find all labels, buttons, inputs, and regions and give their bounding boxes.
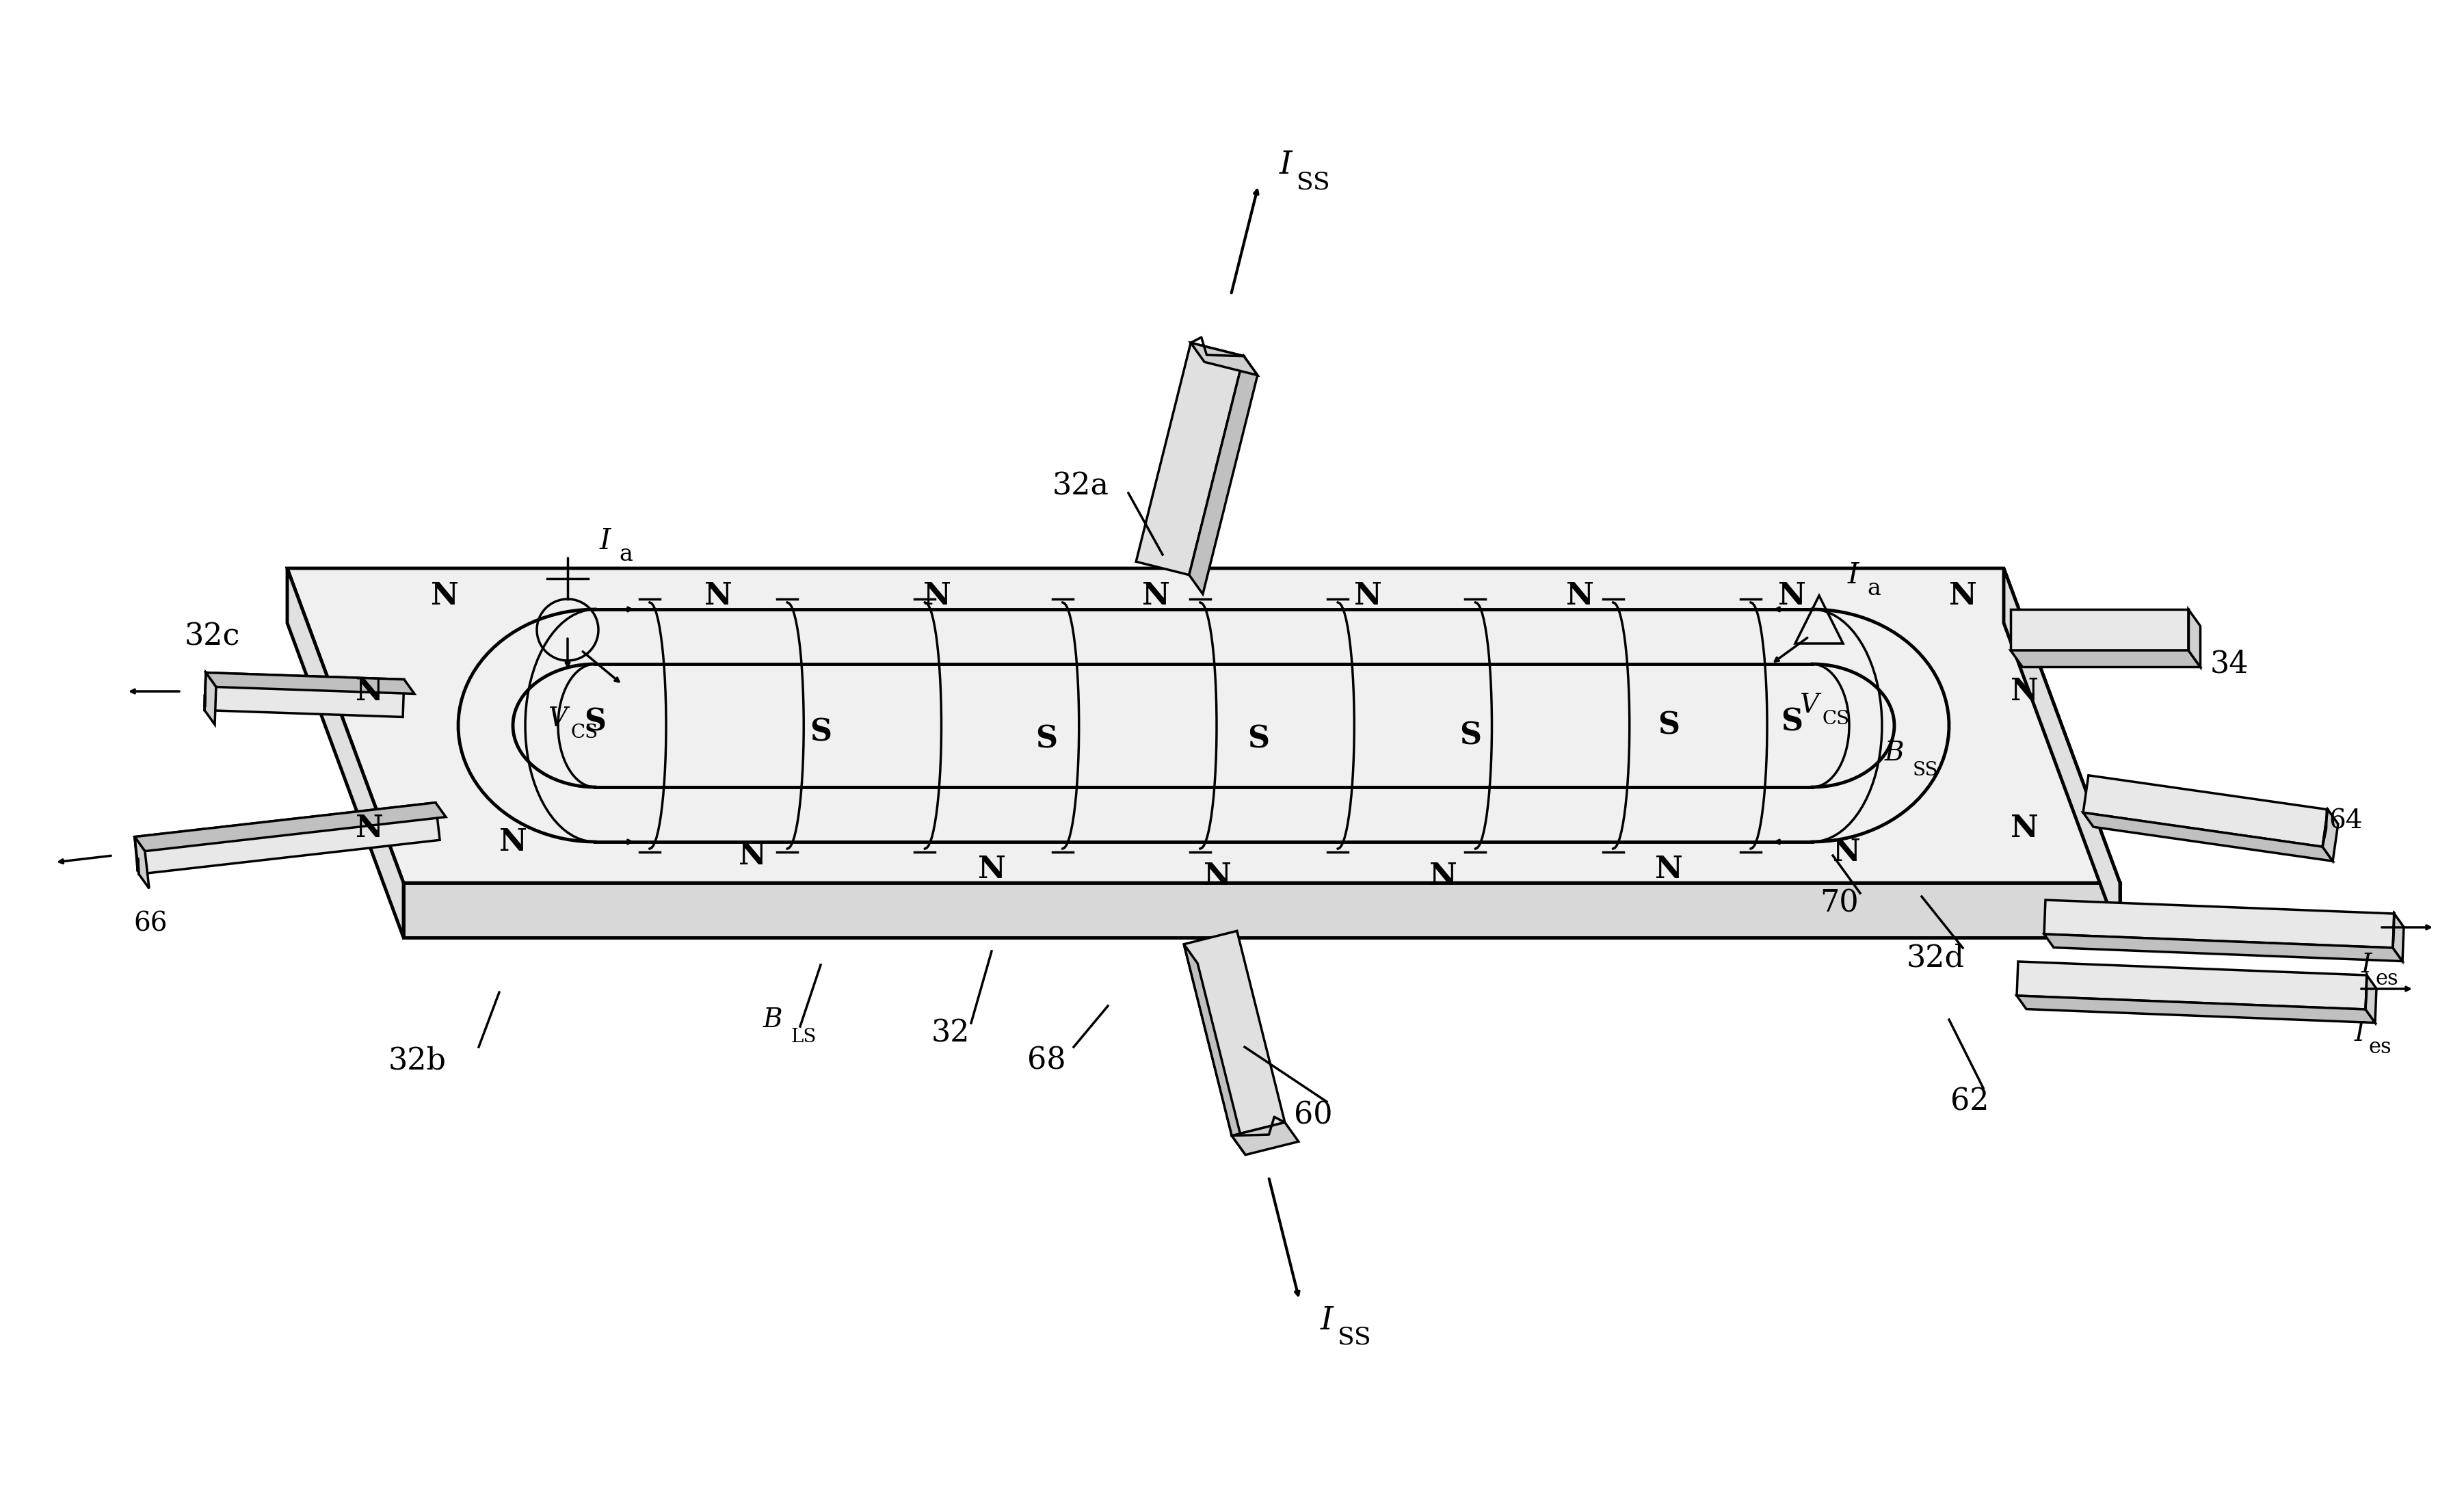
Text: N: N (2009, 813, 2038, 842)
Text: I: I (1319, 1305, 1334, 1337)
Polygon shape (402, 883, 2119, 937)
Text: es: es (2375, 968, 2397, 989)
Text: 34: 34 (2209, 649, 2248, 679)
Text: 32: 32 (931, 1019, 970, 1048)
Text: CS: CS (570, 723, 597, 742)
Text: S: S (1780, 708, 1802, 736)
Text: 60: 60 (1292, 1101, 1331, 1129)
Text: 66: 66 (134, 912, 168, 936)
Text: S: S (1458, 721, 1480, 750)
Polygon shape (2009, 609, 2187, 650)
Text: S: S (809, 718, 831, 747)
Text: N: N (432, 581, 458, 611)
Text: N: N (978, 854, 1004, 885)
Text: I: I (2360, 953, 2370, 978)
Polygon shape (205, 673, 414, 694)
Polygon shape (288, 569, 2119, 883)
Text: SS: SS (1911, 761, 1938, 779)
Text: CS: CS (1821, 709, 1850, 727)
Polygon shape (1182, 931, 1285, 1136)
Polygon shape (1231, 1122, 1297, 1155)
Polygon shape (205, 673, 405, 717)
Text: a: a (1868, 578, 1880, 600)
Text: V: V (1799, 692, 1819, 718)
Polygon shape (2321, 809, 2338, 862)
Polygon shape (2016, 996, 2375, 1022)
Polygon shape (1190, 357, 1258, 594)
Text: S: S (1246, 724, 1268, 754)
Text: I: I (2353, 1021, 2365, 1046)
Text: B: B (763, 1007, 783, 1033)
Polygon shape (2392, 913, 2404, 962)
Text: S: S (1036, 724, 1058, 754)
Text: N: N (500, 827, 527, 856)
Polygon shape (2016, 962, 2367, 1010)
Text: LS: LS (790, 1028, 817, 1046)
Text: N: N (356, 813, 383, 842)
Polygon shape (1190, 343, 1258, 375)
Text: N: N (2009, 677, 2038, 706)
Text: 62: 62 (1950, 1087, 1989, 1116)
Text: N: N (922, 581, 951, 611)
Text: N: N (356, 677, 383, 706)
Text: V: V (549, 706, 566, 732)
Text: N: N (1948, 581, 1977, 611)
Polygon shape (2009, 650, 2199, 667)
Text: I: I (1280, 150, 1292, 180)
Polygon shape (205, 673, 217, 724)
Polygon shape (2365, 975, 2375, 1022)
Text: N: N (1655, 854, 1682, 885)
Text: 32d: 32d (1907, 943, 1965, 972)
Text: S: S (583, 708, 605, 736)
Polygon shape (2004, 569, 2119, 937)
Polygon shape (2043, 900, 2394, 948)
Polygon shape (134, 803, 446, 851)
Text: 68: 68 (1026, 1046, 1065, 1075)
Text: I: I (1848, 561, 1858, 590)
Text: N: N (705, 581, 731, 611)
Polygon shape (1136, 343, 1243, 575)
Text: 32b: 32b (388, 1046, 446, 1075)
Polygon shape (2187, 609, 2199, 667)
Polygon shape (2082, 776, 2328, 847)
Text: N: N (739, 841, 766, 871)
Text: N: N (1141, 581, 1170, 611)
Text: I: I (600, 526, 610, 555)
Text: SS: SS (1297, 171, 1329, 194)
Polygon shape (1182, 943, 1246, 1155)
Text: S: S (1658, 711, 1680, 741)
Text: 70: 70 (1819, 889, 1858, 918)
Polygon shape (2043, 934, 2401, 962)
Text: N: N (1777, 581, 1804, 611)
Text: N: N (1831, 838, 1860, 866)
Text: N: N (1353, 581, 1382, 611)
Polygon shape (288, 569, 402, 937)
Text: 64: 64 (2328, 809, 2362, 835)
Text: SS: SS (1336, 1326, 1370, 1349)
Polygon shape (134, 836, 149, 889)
Text: es: es (2367, 1036, 2392, 1057)
Text: N: N (1565, 581, 1592, 611)
Polygon shape (134, 803, 439, 874)
Text: N: N (1202, 862, 1231, 891)
Text: N: N (1429, 862, 1455, 891)
Polygon shape (2082, 812, 2333, 862)
Text: 32c: 32c (185, 621, 239, 652)
Text: B: B (1885, 741, 1904, 765)
Text: a: a (619, 544, 631, 565)
Text: 32a: 32a (1051, 472, 1109, 500)
